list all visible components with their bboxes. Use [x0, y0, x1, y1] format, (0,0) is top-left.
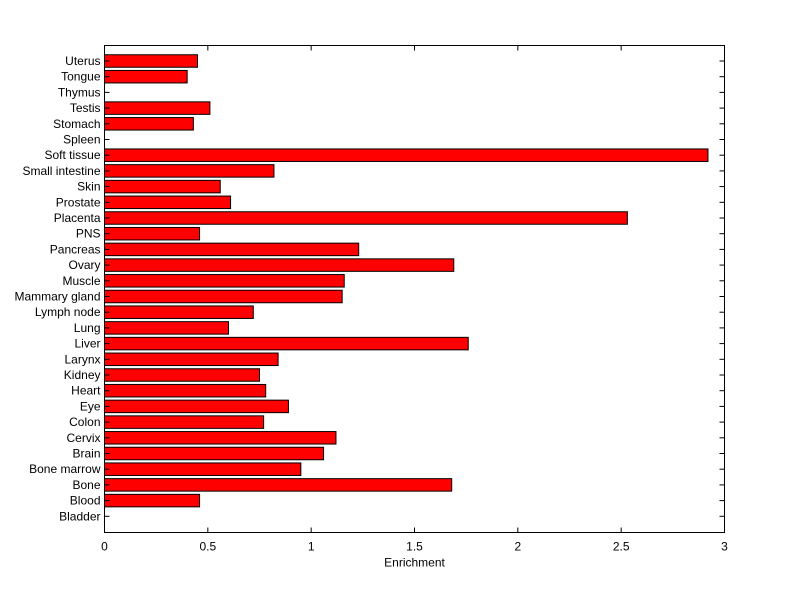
category-label-tongue: Tongue — [61, 70, 101, 84]
bar-testis — [104, 101, 211, 115]
category-label-pancreas: Pancreas — [50, 242, 101, 256]
category-label-spleen: Spleen — [63, 133, 100, 147]
category-label-ovary: Ovary — [68, 258, 100, 272]
x-tick-label-3: 1.5 — [406, 540, 423, 554]
category-label-prostate: Prostate — [56, 195, 101, 209]
category-label-brain: Brain — [72, 447, 100, 461]
category-label-bladder: Bladder — [59, 509, 100, 523]
bar-skin — [104, 179, 221, 194]
category-label-blood: Blood — [70, 494, 101, 508]
x-tick-label-6: 3 — [721, 540, 728, 554]
bar-larynx — [104, 352, 279, 367]
bar-soft-tissue — [104, 148, 709, 162]
bar-blood — [104, 493, 201, 508]
bar-liver — [104, 336, 469, 351]
category-label-colon: Colon — [69, 415, 100, 429]
category-label-small-intestine: Small intestine — [22, 164, 100, 178]
x-tick-label-4: 2 — [514, 540, 521, 554]
bar-brain — [104, 446, 325, 461]
x-tick-label-1: 0.5 — [199, 540, 216, 554]
x-tick-label-0: 0 — [101, 540, 108, 554]
x-tick-label-2: 1 — [308, 540, 315, 554]
category-label-kidney: Kidney — [64, 368, 101, 382]
bar-lymph-node — [104, 305, 254, 319]
bar-heart — [104, 383, 267, 398]
bar-pns — [104, 226, 201, 241]
category-label-skin: Skin — [77, 180, 100, 194]
bar-small-intestine — [104, 164, 275, 178]
plot-area-frame — [104, 45, 725, 533]
bar-bone — [104, 478, 453, 492]
ticks-group — [104, 45, 725, 533]
category-label-lung: Lung — [74, 321, 101, 335]
category-label-soft-tissue: Soft tissue — [44, 148, 100, 162]
category-label-bone-marrow: Bone marrow — [29, 462, 101, 476]
bar-cervix — [104, 431, 337, 445]
category-label-eye: Eye — [80, 399, 101, 413]
category-label-placenta: Placenta — [54, 211, 101, 225]
category-label-bone: Bone — [72, 478, 100, 492]
bar-prostate — [104, 195, 232, 210]
x-tick-labels-group: 0 0.5 1 1.5 2 2.5 3 — [101, 540, 728, 554]
category-label-lymph-node: Lymph node — [35, 305, 101, 319]
category-label-muscle: Muscle — [62, 274, 100, 288]
category-label-cervix: Cervix — [66, 431, 100, 445]
category-label-larynx: Larynx — [64, 352, 100, 366]
category-label-liver: Liver — [74, 337, 100, 351]
category-label-uterus: Uterus — [65, 54, 100, 68]
category-label-pns: PNS — [76, 227, 101, 241]
category-label-testis: Testis — [70, 101, 101, 115]
category-label-stomach: Stomach — [53, 117, 100, 131]
x-tick-label-5: 2.5 — [613, 540, 630, 554]
bar-bone-marrow — [104, 462, 302, 476]
bar-stomach — [104, 117, 194, 131]
bar-lung — [104, 321, 229, 335]
bar-kidney — [104, 368, 260, 382]
bar-uterus — [104, 54, 198, 68]
bar-tongue — [104, 69, 188, 84]
bar-colon — [104, 415, 265, 429]
category-label-mammary-gland: Mammary gland — [14, 290, 100, 304]
bar-ovary — [104, 258, 455, 272]
category-label-heart: Heart — [71, 384, 101, 398]
bar-muscle — [104, 274, 345, 288]
bar-placenta — [104, 211, 628, 225]
bar-eye — [104, 399, 289, 414]
category-label-thymus: Thymus — [58, 85, 101, 99]
bar-pancreas — [104, 242, 360, 257]
x-axis-title: Enrichment — [384, 556, 445, 570]
bar-mammary-gland — [104, 289, 343, 304]
